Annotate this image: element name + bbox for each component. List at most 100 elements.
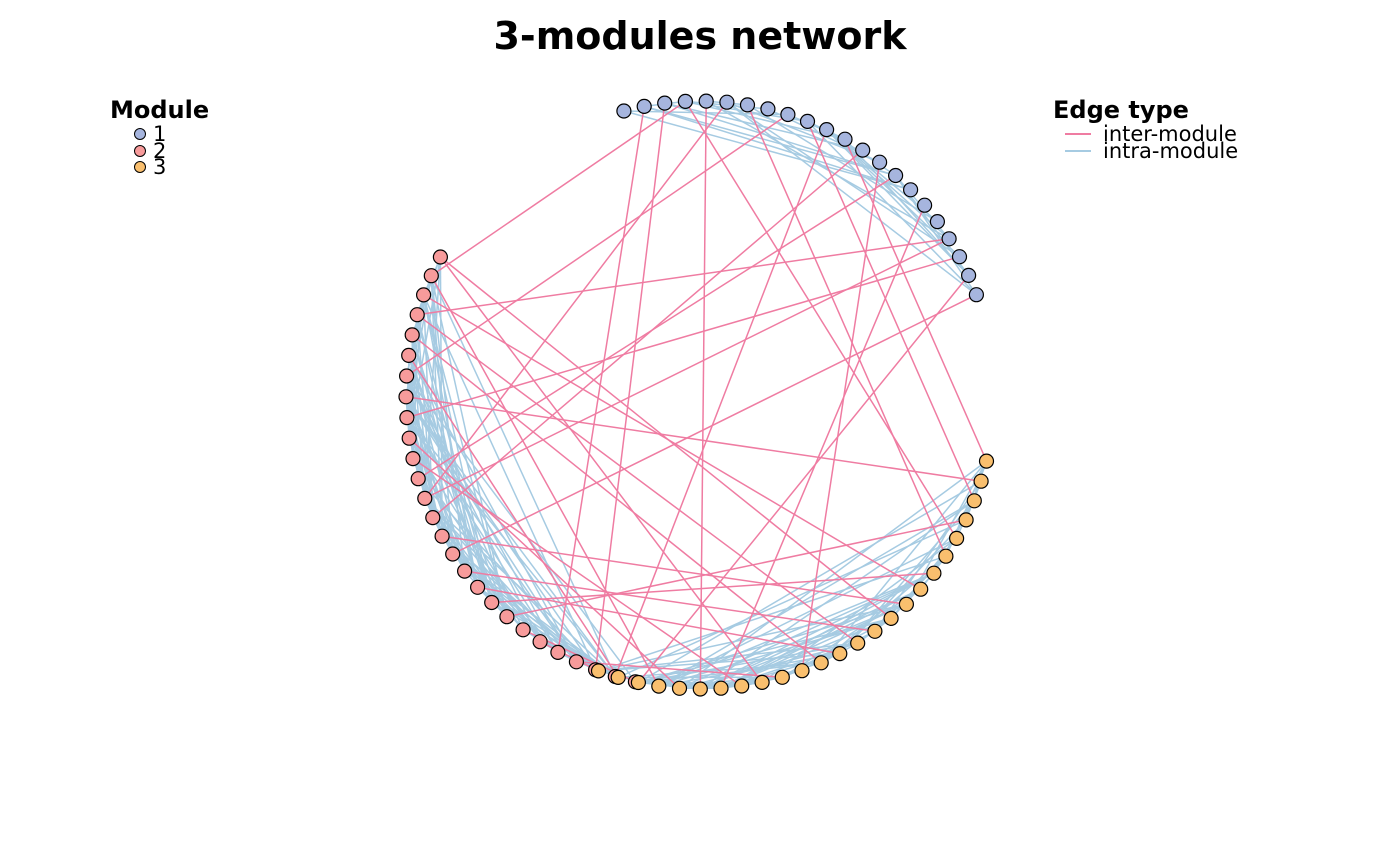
intra-module-edge <box>826 129 970 276</box>
network-node <box>960 267 977 283</box>
edge-legend-label: inter-module <box>1103 122 1237 146</box>
network-node <box>470 579 486 595</box>
module-legend-label: 3 <box>153 155 167 179</box>
intra-module-edge <box>405 396 616 677</box>
network-node <box>651 678 667 694</box>
inter-module-edge <box>801 162 881 671</box>
network-node <box>677 93 694 110</box>
network-node <box>417 490 433 506</box>
intra-module-edge <box>638 617 892 684</box>
inter-module-edge <box>406 255 960 419</box>
intra-module-edge <box>781 588 922 678</box>
network-node <box>399 410 415 426</box>
inter-module-edge <box>408 354 619 678</box>
inter-module-edge <box>464 570 876 633</box>
network-node <box>774 669 790 685</box>
network-node <box>416 287 432 303</box>
module-legend-item-2: 2 <box>110 138 209 163</box>
intra-module-edge <box>658 572 935 687</box>
network-node <box>550 644 566 661</box>
network-node <box>657 95 673 111</box>
edge-type-legend: Edge type inter-module intra-module <box>1053 96 1239 163</box>
edge-legend-title: Edge type <box>1053 96 1189 124</box>
module-2-swatch-icon <box>134 144 146 157</box>
intra-module-edge <box>424 497 616 678</box>
chart-title: 3-modules network <box>493 14 907 58</box>
intra-module-edge <box>679 572 935 689</box>
intra-module-edge <box>726 101 977 296</box>
network-node <box>434 528 450 544</box>
network-node <box>532 634 548 650</box>
inter-module-edge <box>539 641 599 672</box>
edge-legend-label: intra-module <box>1103 138 1239 163</box>
inter-module-edge <box>506 519 967 618</box>
inter-module-edge <box>412 457 743 687</box>
network-node <box>398 389 414 405</box>
network-node <box>898 596 915 612</box>
network-node <box>883 610 899 627</box>
intra-module-edge <box>643 105 911 191</box>
intra-module-edge <box>658 500 975 687</box>
network-node <box>399 368 415 384</box>
inter-module-edge <box>684 101 958 539</box>
module-legend-label: 2 <box>153 138 167 163</box>
network-node <box>871 154 888 170</box>
network-node <box>818 122 835 138</box>
inter-module-edge <box>423 294 922 590</box>
network-node <box>754 674 770 691</box>
network-node <box>926 565 942 581</box>
network-node <box>938 548 954 564</box>
network-node <box>780 106 796 123</box>
network-node <box>432 249 448 265</box>
network-node <box>978 453 995 469</box>
inter-module-edge <box>844 138 988 462</box>
intra-module-edge <box>664 102 896 177</box>
inter-module-edge <box>699 101 707 690</box>
intra-module-edge <box>464 570 616 678</box>
inter-module-edge <box>432 149 864 519</box>
intra-module-edge <box>726 101 960 258</box>
inter-module-edge <box>452 294 977 555</box>
intra-module-edge <box>806 120 977 296</box>
network-node <box>913 581 929 597</box>
network-node <box>794 663 810 679</box>
network-node <box>568 654 585 670</box>
module-legend: Module 1 2 3 <box>110 96 209 179</box>
network-node <box>409 307 425 323</box>
intra-module-edge <box>452 553 616 678</box>
inter-module-edge <box>417 174 897 480</box>
network-node <box>636 98 652 115</box>
intra-module-edge <box>644 105 896 177</box>
network-node <box>941 231 957 247</box>
network-node <box>692 681 708 697</box>
network-nodes <box>398 93 995 697</box>
module-1-swatch-icon <box>134 128 146 141</box>
inter-module-edge <box>746 104 947 557</box>
module-legend-label: 1 <box>153 122 167 146</box>
intra-module-line-icon <box>1065 149 1091 152</box>
intra-module-edge <box>408 355 578 663</box>
network-node <box>916 197 933 213</box>
network-node <box>713 680 729 696</box>
network-node <box>423 268 439 284</box>
intra-module-edge <box>430 275 616 677</box>
network-node <box>850 635 866 651</box>
module-legend-item-3: 3 <box>110 155 209 179</box>
intra-module-edge <box>405 375 524 631</box>
network-node <box>401 430 417 446</box>
inter-module-edge <box>430 275 660 687</box>
inter-module-edge <box>637 274 970 683</box>
inter-module-edge <box>441 535 907 606</box>
network-node <box>405 451 421 467</box>
network-node <box>719 94 735 110</box>
network-node <box>951 249 968 265</box>
network-node <box>966 493 982 509</box>
network-node <box>958 512 974 528</box>
intra-module-edge <box>598 652 840 672</box>
inter-module-edge <box>614 129 828 677</box>
intra-module-edge <box>406 417 578 663</box>
intra-module-edge <box>412 458 541 643</box>
intra-module-edge <box>406 417 559 653</box>
edge-legend-item-inter: inter-module <box>1053 122 1238 146</box>
